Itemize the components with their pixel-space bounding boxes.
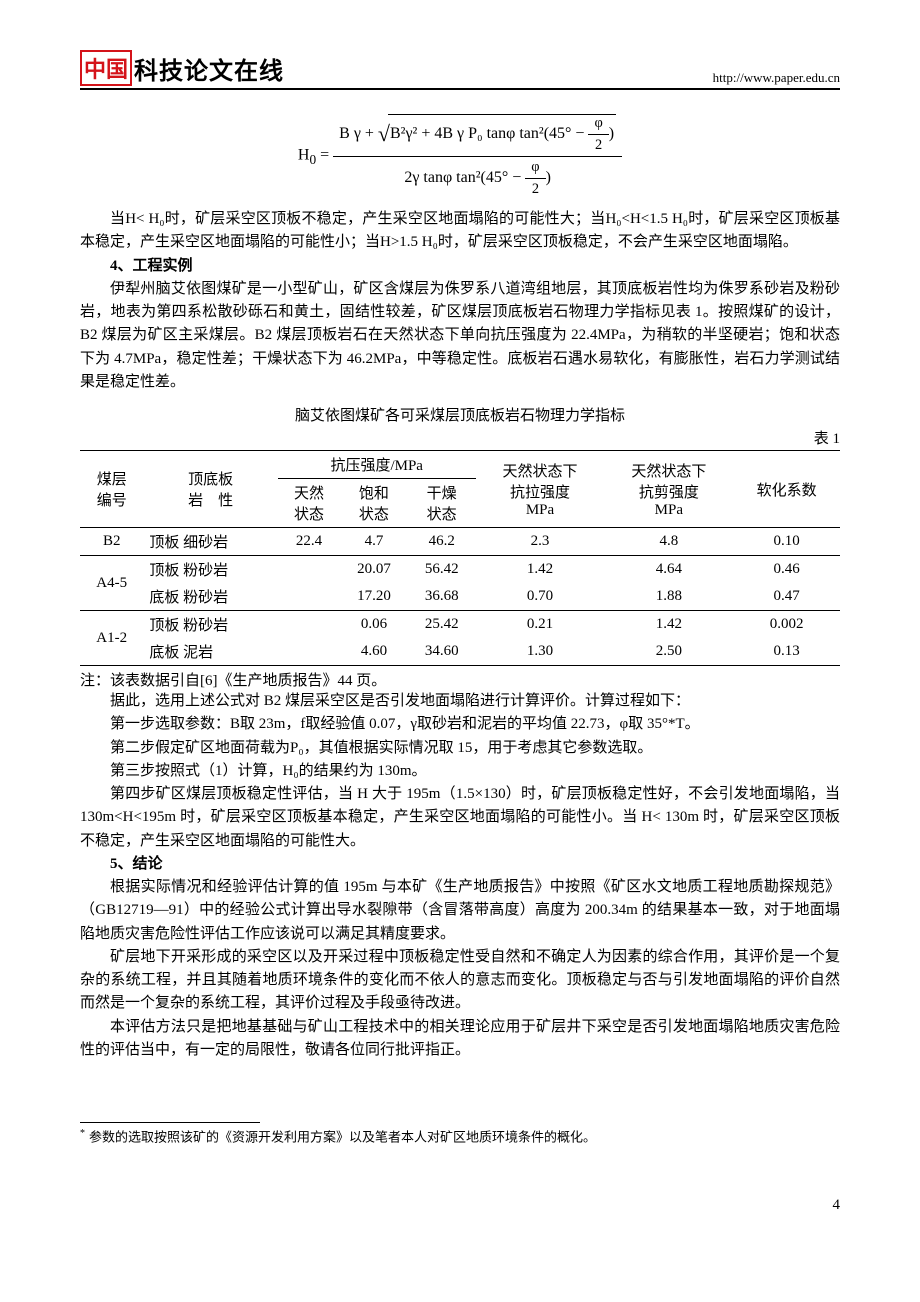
table-row: 17.20 bbox=[340, 583, 408, 611]
table-row: 2.50 bbox=[604, 638, 733, 666]
th-shear: 天然状态下抗剪强度MPa bbox=[604, 451, 733, 528]
table-row: 36.68 bbox=[408, 583, 476, 611]
formula-den-close: ) bbox=[546, 169, 551, 186]
logo-text: 科技论文在线 bbox=[134, 51, 284, 86]
table-row: 1.88 bbox=[604, 583, 733, 611]
paragraph-step2: 第二步假定矿区地面荷载为P₀，其值根据实际情况取 15，用于考虑其它参数选取。 bbox=[80, 737, 840, 760]
section-5-title: 5、结论 bbox=[80, 853, 840, 876]
footnote-text: 参数的选取按照该矿的《资源开发利用方案》以及笔者本人对矿区地质环境条件的概化。 bbox=[89, 1129, 596, 1144]
table-row: 4.60 bbox=[340, 638, 408, 666]
table-row: 2.3 bbox=[476, 528, 605, 556]
table-row: 25.42 bbox=[408, 611, 476, 639]
table-row: 0.06 bbox=[340, 611, 408, 639]
table-row: B2 bbox=[80, 528, 143, 556]
table-row: 4.8 bbox=[604, 528, 733, 556]
table-row: 顶板 粉砂岩 bbox=[143, 556, 277, 584]
page-header: 中国 科技论文在线 http://www.paper.edu.cn bbox=[80, 50, 840, 90]
formula-lhs: H bbox=[298, 147, 310, 164]
paragraph-step4: 第四步矿区煤层顶板稳定性评估，当 H 大于 195m（1.5×130）时，矿层顶… bbox=[80, 783, 840, 853]
table-row bbox=[278, 611, 340, 639]
th-tens: 天然状态下抗拉强度MPa bbox=[476, 451, 605, 528]
paragraph-conclusion-2: 矿层地下开采形成的采空区以及开采过程中顶板稳定性受自然和不确定人为因素的综合作用… bbox=[80, 946, 840, 1016]
table-row: 0.13 bbox=[733, 638, 840, 666]
formula-num-sqrt-frac-den: 2 bbox=[588, 135, 608, 154]
table-row bbox=[278, 638, 340, 666]
paragraph-step1: 第一步选取参数：B取 23m，f取经验值 0.07，γ取砂岩和泥岩的平均值 22… bbox=[80, 713, 840, 736]
th-coal: 煤层编号 bbox=[80, 451, 143, 528]
paragraph-conclusion-3: 本评估方法只是把地基基础与矿山工程技术中的相关理论应用于矿层井下采空是否引发地面… bbox=[80, 1016, 840, 1063]
th-comp: 抗压强度/MPa bbox=[278, 451, 476, 479]
footnote-mark-icon: * bbox=[80, 1128, 85, 1139]
th-soft: 软化系数 bbox=[733, 451, 840, 528]
table-footnote: 注：该表数据引自[6]《生产地质报告》44 页。 bbox=[80, 669, 840, 690]
th-sat: 饱和状态 bbox=[340, 479, 408, 528]
paragraph-step3: 第三步按照式（1）计算，H₀的结果约为 130m。 bbox=[80, 760, 840, 783]
table-row: 46.2 bbox=[408, 528, 476, 556]
formula-den-frac-num: φ bbox=[525, 159, 545, 179]
paragraph-conclusion-1: 根据实际情况和经验评估计算的值 195m 与本矿《生产地质报告》中按照《矿区水文… bbox=[80, 876, 840, 946]
table-row: 0.70 bbox=[476, 583, 605, 611]
table-row: 22.4 bbox=[278, 528, 340, 556]
table-row: 顶板 粉砂岩 bbox=[143, 611, 277, 639]
formula-den-pre: 2γ tanφ tan²(45° − bbox=[404, 169, 525, 186]
site-logo: 中国 科技论文在线 bbox=[80, 50, 284, 86]
formula-den-frac-den: 2 bbox=[525, 179, 545, 198]
table-row: 0.46 bbox=[733, 556, 840, 584]
table-row: 0.10 bbox=[733, 528, 840, 556]
table-row: 20.07 bbox=[340, 556, 408, 584]
table-row: A4-5 bbox=[80, 556, 143, 611]
formula-num-sqrt-close: ) bbox=[609, 125, 614, 142]
table-row: 0.47 bbox=[733, 583, 840, 611]
site-url: http://www.paper.edu.cn bbox=[713, 70, 840, 86]
page-number: 4 bbox=[80, 1197, 840, 1214]
th-nat: 天然状态 bbox=[278, 479, 340, 528]
table-row: 56.42 bbox=[408, 556, 476, 584]
table-row: 4.7 bbox=[340, 528, 408, 556]
table-row: 底板 泥岩 bbox=[143, 638, 277, 666]
table-row bbox=[278, 583, 340, 611]
th-roof: 顶底板岩 性 bbox=[143, 451, 277, 528]
footnote-separator bbox=[80, 1122, 260, 1123]
table-row bbox=[278, 556, 340, 584]
rock-properties-table: 煤层编号 顶底板岩 性 抗压强度/MPa 天然状态下抗拉强度MPa 天然状态下抗… bbox=[80, 450, 840, 666]
table-caption: 脑艾依图煤矿各可采煤层顶底板岩石物理力学指标 bbox=[80, 404, 840, 425]
formula-num-sqrt: B²γ² + 4B γ P₀ tanφ tan²(45° − bbox=[390, 125, 588, 142]
formula-num-pre: B γ + bbox=[339, 125, 378, 142]
section-4-title: 4、工程实例 bbox=[80, 255, 840, 278]
table-row: 底板 粉砂岩 bbox=[143, 583, 277, 611]
logo-prefix: 中国 bbox=[80, 50, 132, 86]
paragraph-case-study: 伊犁州脑艾依图煤矿是一小型矿山，矿区含煤层为侏罗系八道湾组地层，其顶底板岩性均为… bbox=[80, 278, 840, 394]
table-row: 34.60 bbox=[408, 638, 476, 666]
formula-num-sqrt-frac-num: φ bbox=[588, 115, 608, 135]
paragraph-stability-thresholds: 当H< H₀时，矿层采空区顶板不稳定，产生采空区地面塌陷的可能性大；当H₀<H<… bbox=[80, 208, 840, 255]
table-row: 1.30 bbox=[476, 638, 605, 666]
table-row: 4.64 bbox=[604, 556, 733, 584]
formula-eq: = bbox=[316, 147, 333, 164]
paragraph-calc-intro: 据此，选用上述公式对 B2 煤层采空区是否引发地面塌陷进行计算评价。计算过程如下… bbox=[80, 690, 840, 713]
th-dry: 干燥状态 bbox=[408, 479, 476, 528]
table-row: 顶板 细砂岩 bbox=[143, 528, 277, 556]
formula-h0: H0 = B γ + √B²γ² + 4B γ P₀ tanφ tan²(45°… bbox=[80, 114, 840, 198]
table-row: A1-2 bbox=[80, 611, 143, 666]
table-row: 1.42 bbox=[604, 611, 733, 639]
table-label: 表 1 bbox=[80, 427, 840, 448]
table-row: 0.21 bbox=[476, 611, 605, 639]
table-row: 0.002 bbox=[733, 611, 840, 639]
footnote: * 参数的选取按照该矿的《资源开发利用方案》以及笔者本人对矿区地质环境条件的概化。 bbox=[80, 1127, 840, 1147]
table-row: 1.42 bbox=[476, 556, 605, 584]
